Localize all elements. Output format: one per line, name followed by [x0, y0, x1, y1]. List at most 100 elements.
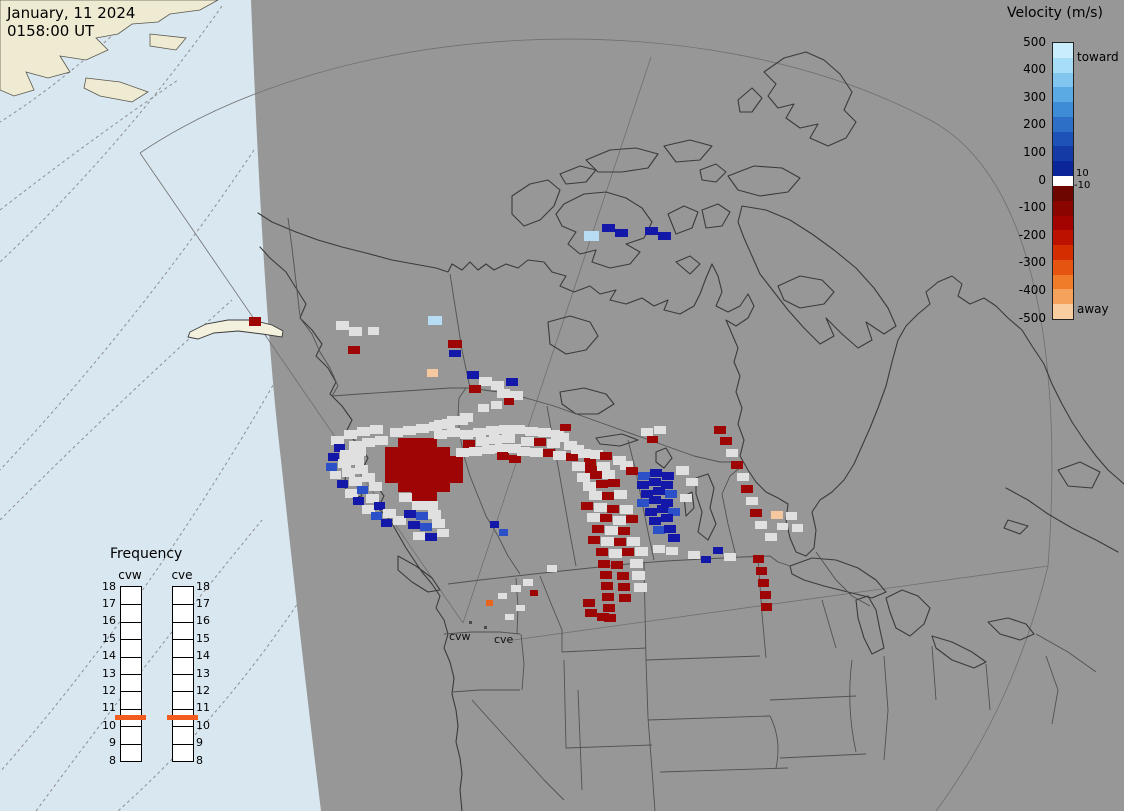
velocity-cell — [437, 465, 450, 474]
velocity-cell — [413, 532, 425, 540]
velocity-cell — [688, 551, 700, 559]
velocity-cell — [638, 472, 650, 480]
colorbar-away-seg-8 — [1053, 304, 1073, 320]
velocity-cell — [424, 438, 437, 447]
velocity-cell — [411, 456, 424, 465]
velocity-cell — [596, 548, 608, 556]
velocity-cell — [424, 492, 437, 501]
velocity-cell — [486, 600, 493, 606]
velocity-cell — [424, 474, 437, 483]
colorbar-toward-seg-7 — [1053, 146, 1073, 162]
freq-bar-cve — [172, 586, 194, 762]
velocity-cell — [385, 474, 398, 483]
velocity-cell — [613, 456, 626, 465]
velocity-cell — [605, 526, 618, 535]
freq-tickline — [121, 743, 141, 745]
freq-tick-cve-18: 18 — [196, 579, 210, 593]
velocity-cell — [560, 424, 571, 431]
zero-minus10-label: -10 — [1074, 180, 1091, 191]
velocity-cell — [653, 545, 665, 553]
velocity-cell — [592, 525, 604, 533]
freq-tickline — [121, 708, 141, 710]
velocity-cell — [553, 451, 566, 460]
velocity-cell — [668, 534, 680, 542]
velocity-tick-400: 400 — [1023, 62, 1046, 77]
velocity-cell — [336, 321, 349, 330]
velocity-cell — [583, 599, 595, 607]
velocity-cell — [523, 579, 533, 586]
velocity-cell — [634, 583, 647, 592]
colorbar-away-seg-3 — [1053, 230, 1073, 246]
velocity-cell — [617, 572, 629, 580]
freq-marker-cvw — [114, 714, 146, 720]
velocity-cell — [589, 491, 602, 500]
velocity-cell — [442, 419, 455, 428]
freq-tick-cve-16: 16 — [196, 614, 210, 628]
velocity-cell — [596, 480, 608, 488]
velocity-cell — [345, 489, 358, 498]
velocity-cell — [411, 474, 424, 483]
velocity-cell — [390, 428, 403, 437]
velocity-cell — [653, 526, 665, 534]
freq-tickline — [121, 726, 141, 728]
velocity-cell — [750, 509, 762, 517]
velocity-cell — [428, 510, 441, 519]
velocity-cell — [637, 481, 649, 489]
velocity-cell — [653, 487, 665, 495]
velocity-cell — [456, 448, 469, 457]
freq-tickline — [173, 691, 193, 693]
velocity-cell — [615, 229, 628, 237]
velocity-cell — [502, 434, 515, 443]
velocity-tick--500: -500 — [1018, 310, 1046, 325]
freq-tick-cve-11: 11 — [196, 701, 210, 715]
colorbar-toward-seg-4 — [1053, 102, 1073, 117]
velocity-cell — [412, 501, 425, 510]
velocity-cell — [398, 456, 411, 465]
velocity-cell — [746, 497, 758, 505]
freq-tickline — [173, 743, 193, 745]
velocity-cell — [741, 485, 753, 493]
velocity-cell — [607, 505, 619, 513]
velocity-cell — [609, 549, 622, 558]
freq-tickline — [121, 656, 141, 658]
velocity-cell — [469, 385, 481, 393]
velocity-tick--200: -200 — [1018, 227, 1046, 242]
velocity-cell — [590, 471, 602, 479]
colorbar-away-seg-1 — [1053, 200, 1073, 216]
velocity-cell — [758, 579, 769, 587]
freq-tick-cvw-10: 10 — [102, 718, 116, 732]
velocity-tick--400: -400 — [1018, 282, 1046, 297]
velocity-cell — [437, 474, 450, 483]
radar-site-dot-cvw — [469, 621, 472, 624]
velocity-cell — [398, 447, 411, 456]
velocity-cell — [420, 523, 432, 531]
velocity-cell — [661, 481, 673, 489]
velocity-cell — [731, 461, 743, 469]
freq-tick-cvw-17: 17 — [102, 596, 116, 610]
velocity-cell — [512, 425, 525, 434]
velocity-cell — [585, 609, 597, 617]
velocity-cell — [374, 502, 385, 510]
velocity-cell — [600, 452, 612, 460]
colorbar-toward-section — [1053, 43, 1073, 177]
velocity-cell — [424, 465, 437, 474]
radar-site-dot-cve — [484, 626, 487, 629]
velocity-cell — [416, 424, 429, 433]
velocity-cell — [713, 547, 723, 554]
velocity-cell — [777, 523, 788, 530]
velocity-cells-layer — [249, 224, 803, 622]
velocity-cell — [353, 497, 364, 505]
velocity-cell — [385, 456, 398, 465]
velocity-cell — [437, 456, 450, 465]
velocity-cell — [366, 494, 379, 503]
velocity-cell — [411, 492, 424, 501]
colorbar-toward-seg-6 — [1053, 131, 1073, 147]
velocity-cell — [726, 449, 738, 457]
velocity-cell — [786, 512, 797, 520]
velocity-cell — [601, 582, 613, 590]
velocity-cell — [448, 340, 462, 348]
velocity-cell — [467, 371, 479, 379]
political-borders — [287, 217, 1097, 811]
colorbar-toward-seg-5 — [1053, 116, 1073, 132]
